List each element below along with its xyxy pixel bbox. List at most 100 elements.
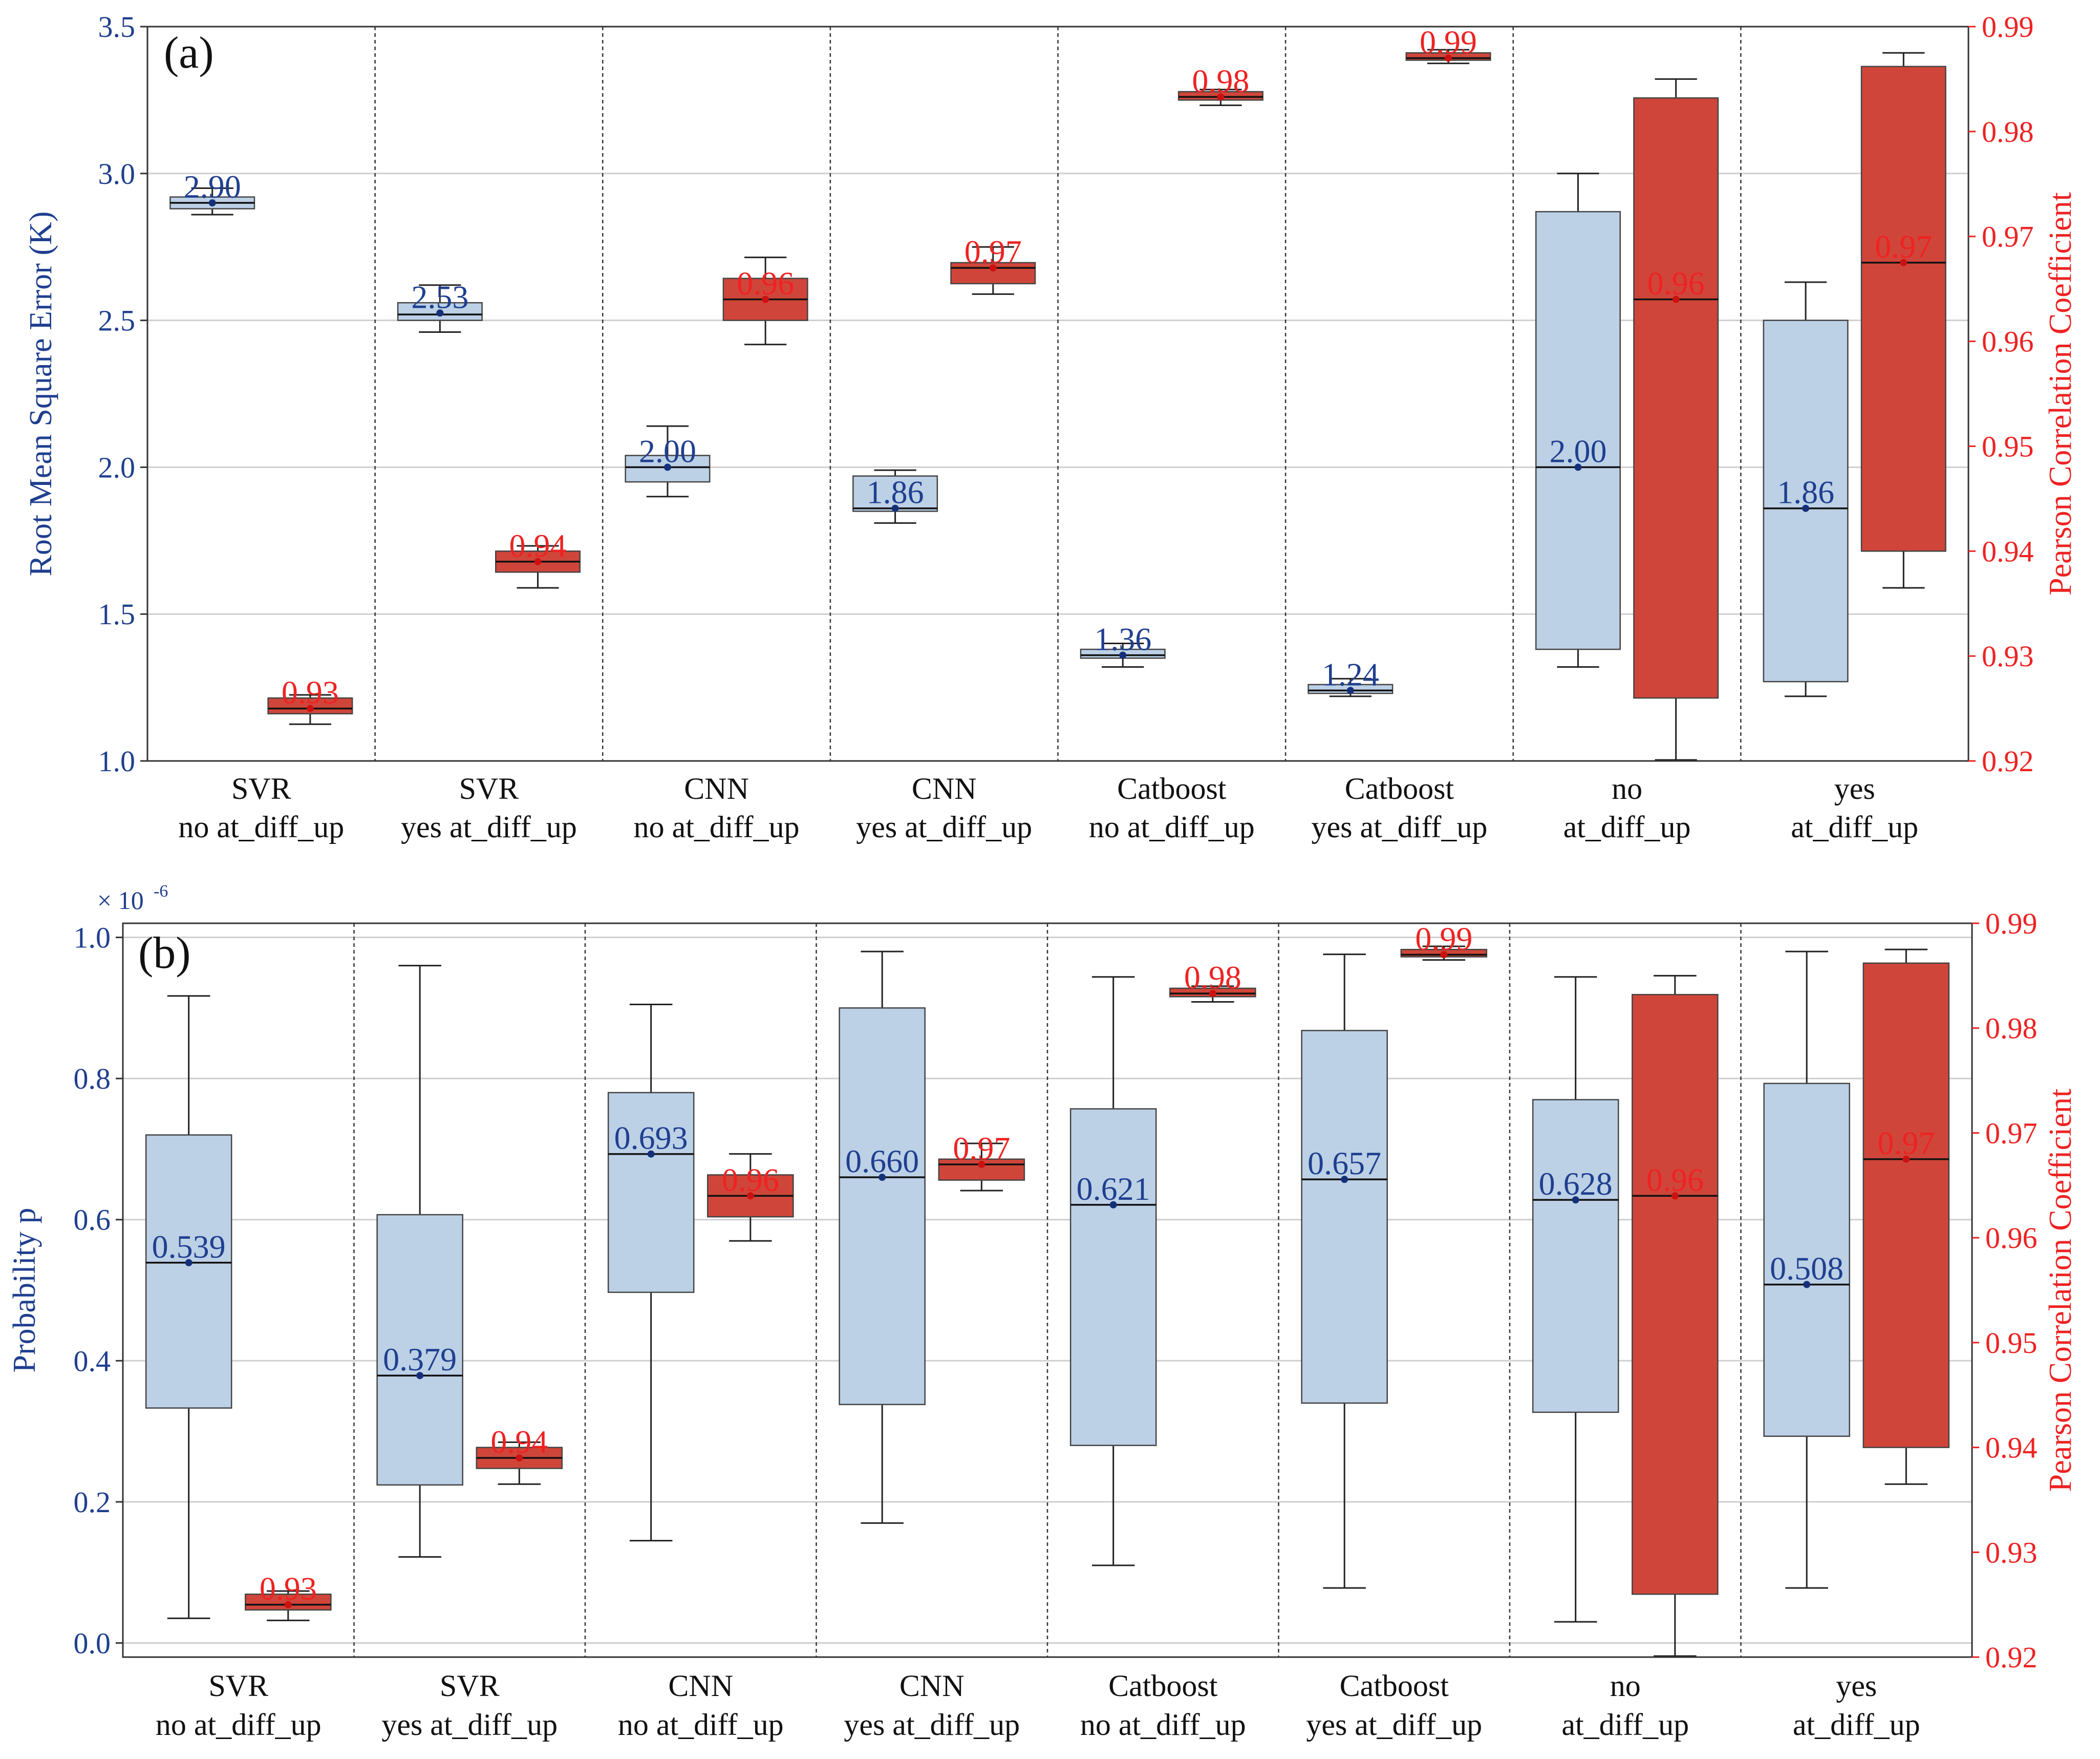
left-tick-label: 0.4 (74, 1344, 111, 1377)
panel-a: 2.90 2.53 2.00 1.86 1.36 1.24 2.00 1.86 0.93 0.94… (24, 10, 2078, 844)
left-tick-label: 0.8 (74, 1062, 111, 1095)
value-label: 2.00 (1549, 433, 1606, 469)
category-label-line1: CNN (684, 772, 749, 806)
left-tick-label: 2.5 (98, 304, 136, 337)
value-label: 1.36 (1094, 621, 1151, 658)
category-label-line1: no (1610, 1669, 1641, 1703)
mean-marker (878, 1174, 886, 1181)
left-tick-label: 3.5 (98, 10, 136, 44)
left-axis-title: Probability p (7, 1207, 42, 1372)
value-label: 1.24 (1322, 656, 1379, 692)
category-label-line1: SVR (440, 1669, 500, 1703)
right-tick-label: 0.92 (1982, 745, 2034, 778)
mean-marker (1902, 1155, 1910, 1163)
category-label-line2: no at_diff_up (156, 1708, 322, 1742)
value-label: 0.94 (490, 1424, 548, 1460)
mean-marker (534, 558, 542, 565)
value-label: 0.96 (722, 1161, 779, 1198)
mean-marker (746, 1192, 754, 1200)
axis-multiplier: × 10 (97, 886, 144, 915)
right-tick-label: 0.98 (1985, 1012, 2038, 1045)
category-label-line1: Catboost (1108, 1669, 1218, 1703)
mean-marker (516, 1454, 523, 1462)
category-label-line1: Catboost (1117, 772, 1227, 806)
right-tick-label: 0.92 (1985, 1641, 2038, 1674)
mean-marker (306, 705, 314, 712)
category-label-line1: CNN (899, 1669, 965, 1703)
category-label-line1: SVR (231, 772, 291, 806)
category-label-line1: Catboost (1340, 1669, 1449, 1703)
category-label-line1: CNN (912, 772, 977, 806)
category-label-line2: at_diff_up (1793, 1708, 1920, 1742)
value-label: 2.53 (411, 279, 468, 315)
box (1069, 1108, 1157, 1446)
value-label: 0.539 (152, 1228, 226, 1265)
box (839, 1007, 926, 1405)
value-label: 0.657 (1308, 1145, 1381, 1181)
plot-frame (146, 26, 1969, 762)
box (1763, 320, 1849, 683)
axis-multiplier-exponent: -6 (154, 882, 168, 901)
value-label: 0.99 (1420, 24, 1477, 60)
left-tick-label: 1.5 (98, 598, 136, 631)
mean-marker (989, 264, 997, 272)
value-label: 0.98 (1184, 959, 1241, 995)
category-label-line2: yes at_diff_up (856, 810, 1032, 844)
value-label: 0.693 (614, 1120, 688, 1156)
mean-marker (1900, 259, 1908, 266)
left-tick-label: 0.0 (74, 1626, 111, 1660)
right-tick-label: 0.99 (1982, 10, 2034, 44)
value-label: 0.660 (845, 1143, 919, 1179)
mean-marker (1803, 1281, 1811, 1288)
category-label-line2: yes at_diff_up (401, 810, 577, 844)
mean-marker (978, 1160, 985, 1168)
left-tick-label: 3.0 (98, 157, 136, 190)
mean-marker (891, 504, 899, 512)
value-label: 0.99 (1415, 920, 1472, 957)
value-label: 0.97 (1875, 228, 1932, 265)
mean-marker (1119, 651, 1127, 659)
mean-marker (762, 295, 769, 303)
value-label: 2.00 (639, 433, 696, 469)
left-tick-label: 2.0 (98, 451, 136, 484)
mean-marker (436, 309, 444, 317)
box (1633, 97, 1719, 699)
category-label-line1: yes (1836, 1669, 1877, 1703)
value-label: 0.98 (1192, 62, 1249, 99)
mean-marker (1217, 93, 1225, 101)
right-tick-label: 0.97 (1985, 1116, 2038, 1150)
mean-marker (416, 1372, 424, 1380)
left-tick-label: 1.0 (74, 921, 111, 955)
box (1301, 1030, 1388, 1404)
mean-marker (208, 199, 216, 207)
category-label-line1: SVR (208, 1669, 268, 1703)
panel-label: (b) (138, 928, 191, 978)
box (145, 1134, 232, 1409)
right-tick-label: 0.94 (1985, 1431, 2038, 1465)
category-label-line1: Catboost (1345, 772, 1454, 806)
value-label: 0.97 (965, 234, 1022, 270)
mean-marker (663, 463, 671, 471)
mean-marker (1440, 951, 1448, 959)
category-label-line2: no at_diff_up (618, 1708, 784, 1742)
box (1632, 993, 1719, 1595)
mean-marker (1574, 463, 1582, 471)
right-tick-label: 0.95 (1982, 430, 2034, 463)
box (1860, 66, 1946, 552)
right-axis-title: Pearson Correlation Coefficient (2043, 1089, 2078, 1492)
category-label-line1: SVR (459, 772, 519, 806)
mean-marker (1341, 1176, 1348, 1183)
box (1862, 962, 1950, 1448)
category-label-line2: yes at_diff_up (381, 1708, 558, 1742)
value-label: 0.508 (1770, 1250, 1844, 1286)
value-label: 0.93 (282, 674, 339, 711)
mean-marker (1672, 295, 1680, 303)
mean-marker (647, 1150, 655, 1158)
right-tick-label: 0.96 (1982, 325, 2034, 358)
box (1532, 1099, 1619, 1413)
value-label: 0.96 (1647, 265, 1705, 302)
left-axis-title: Root Mean Square Error (K) (24, 211, 58, 577)
category-label-line1: no (1612, 772, 1642, 806)
value-label: 0.96 (1646, 1161, 1704, 1198)
